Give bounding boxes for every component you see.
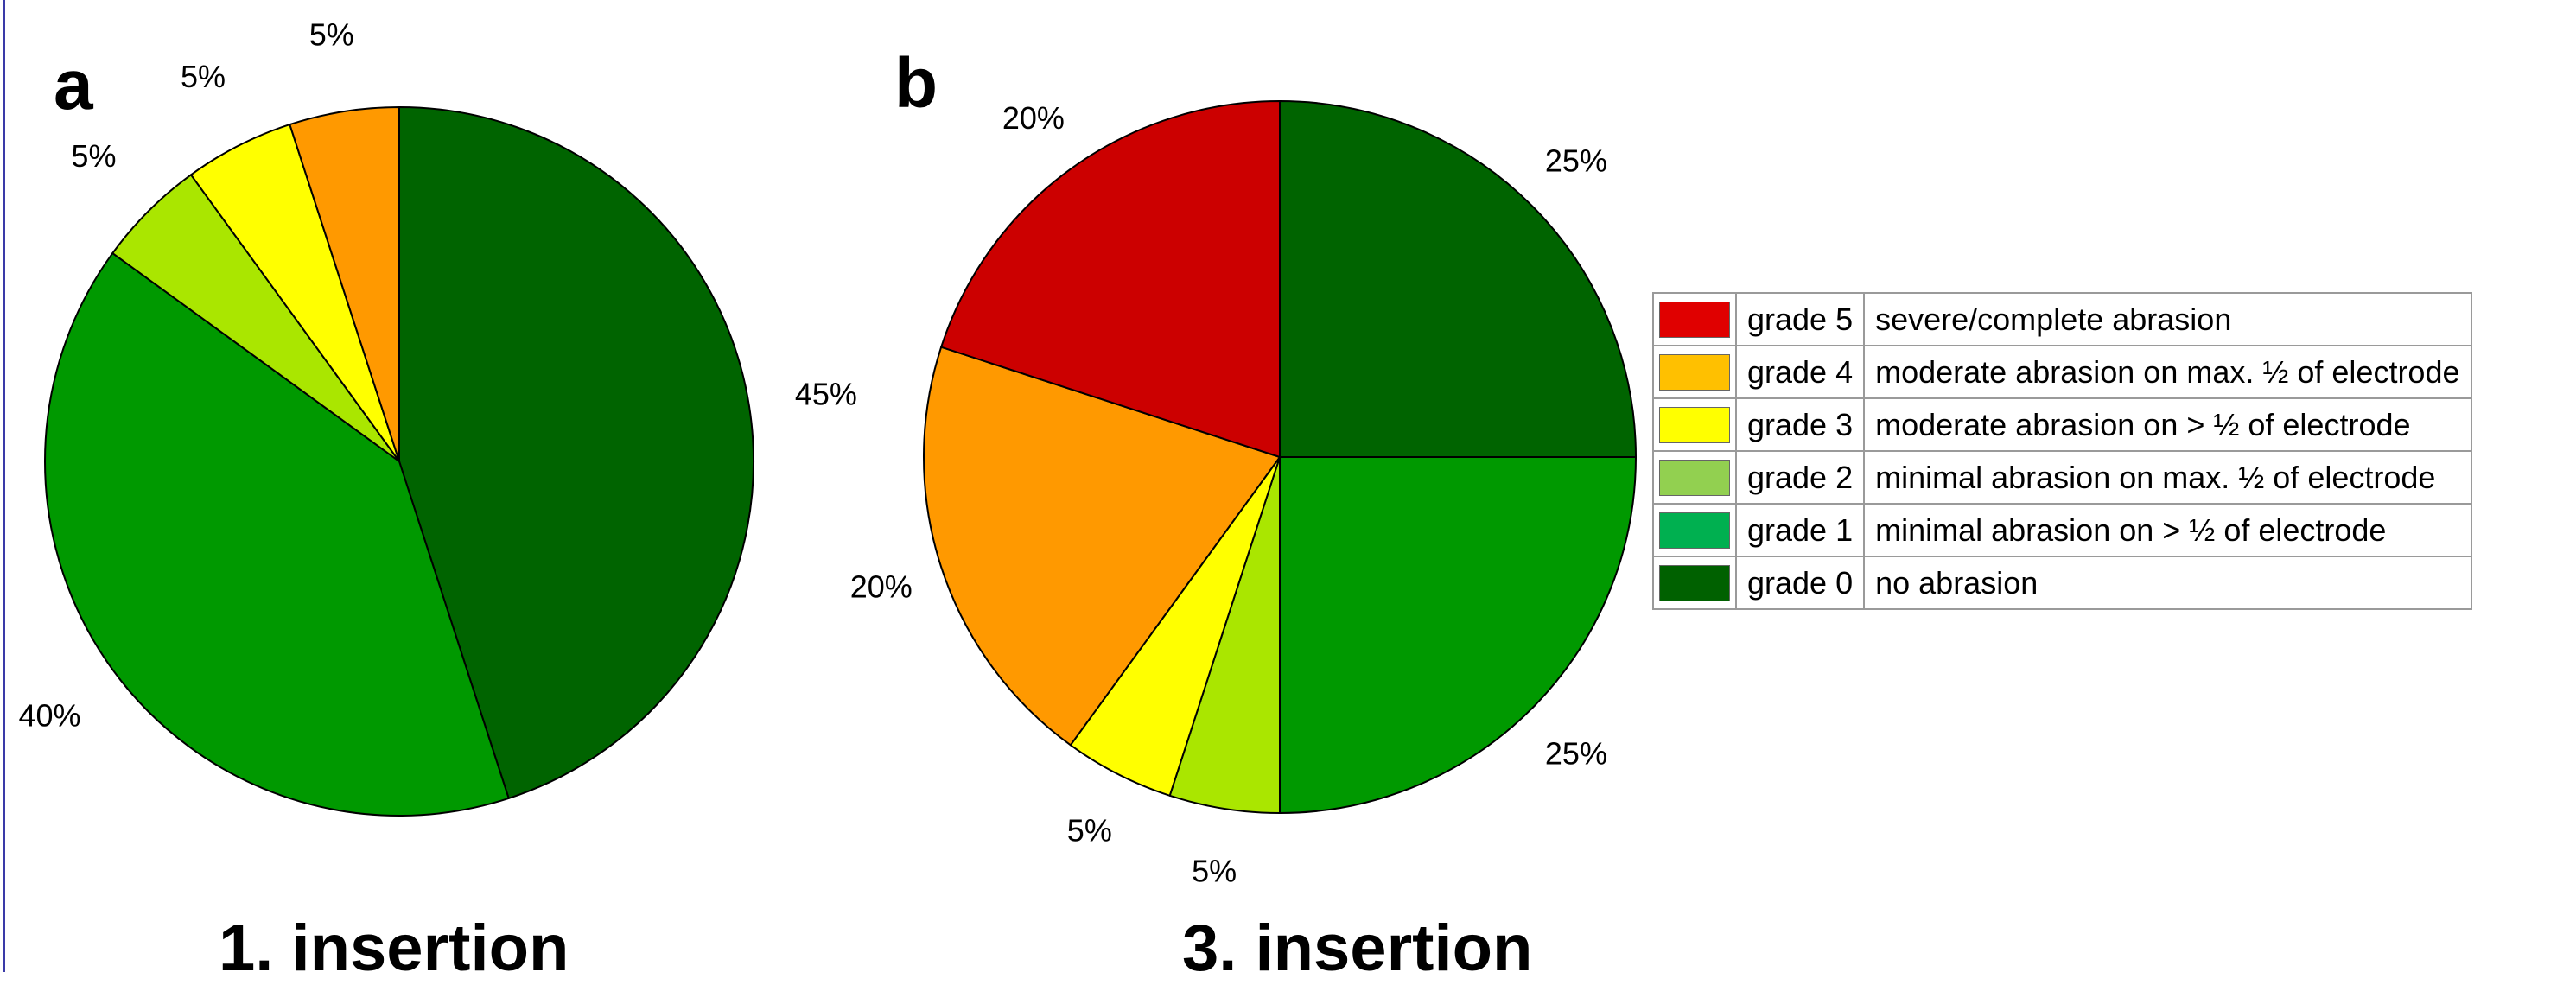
legend-description: moderate abrasion on max. ½ of electrode (1863, 345, 2472, 399)
legend-row: grade 5 severe/complete abrasion (1652, 292, 2472, 346)
legend-swatch-cell (1652, 556, 1737, 610)
legend-swatch (1659, 301, 1730, 338)
legend-row: grade 1 minimal abrasion on > ½ of electr… (1652, 503, 2472, 557)
legend-description: minimal abrasion on max. ½ of electrode (1863, 450, 2472, 505)
legend-description: no abrasion (1863, 556, 2472, 610)
legend-swatch (1659, 459, 1730, 496)
legend-swatch (1659, 406, 1730, 443)
pie-slice-grade-0 (398, 106, 754, 799)
panel-a-title: 1. insertion (219, 912, 569, 985)
slice-data-label: 45% (795, 376, 857, 411)
pie-slice-grade-1 (1279, 456, 1637, 814)
legend-row: grade 0 no abrasion (1652, 556, 2472, 610)
legend-description: moderate abrasion on > ½ of electrode (1863, 397, 2472, 452)
legend-swatch-cell (1652, 292, 1737, 346)
pie-slice-grade-4 (289, 106, 400, 462)
slice-data-label: 5% (1067, 813, 1112, 848)
slice-data-label: 5% (181, 59, 226, 94)
legend-row: grade 4 moderate abrasion on max. ½ of el… (1652, 345, 2472, 399)
legend-swatch (1659, 353, 1730, 391)
legend: grade 5 severe/complete abrasion grade 4 mo… (1652, 292, 2472, 610)
legend-swatch (1659, 512, 1730, 549)
panel-a-letter: a (54, 46, 93, 124)
slice-data-label: 5% (1192, 854, 1237, 889)
pie-slice-grade-5 (940, 100, 1281, 458)
legend-grade: grade 4 (1734, 345, 1866, 399)
slice-data-label: 20% (850, 569, 913, 604)
slice-data-label: 25% (1545, 143, 1607, 179)
legend-swatch-cell (1652, 397, 1737, 452)
slice-data-label: 20% (1002, 100, 1065, 136)
legend-row: grade 2 minimal abrasion on max. ½ of ele… (1652, 450, 2472, 505)
pie-chart-b: 25% 25% 5% 5% 20% 20% (850, 100, 1637, 889)
pie-chart-a: 45% 40% 5% 5% 5% (18, 17, 857, 817)
legend-grade: grade 0 (1734, 556, 1866, 610)
panel-b-letter: b (894, 44, 938, 123)
legend-swatch (1659, 564, 1730, 601)
legend-grade: grade 5 (1734, 292, 1866, 346)
left-border-line (3, 0, 5, 972)
panel-b-title: 3. insertion (1182, 912, 1533, 985)
legend-row: grade 3 moderate abrasion on > ½ of elect… (1652, 397, 2472, 452)
legend-grade: grade 2 (1734, 450, 1866, 505)
slice-data-label: 5% (71, 138, 116, 174)
legend-swatch-cell (1652, 345, 1737, 399)
legend-grade: grade 1 (1734, 503, 1866, 557)
slice-data-label: 40% (18, 697, 80, 733)
legend-swatch-cell (1652, 503, 1737, 557)
pie-slice-grade-0 (1279, 100, 1637, 458)
legend-description: minimal abrasion on > ½ of electrode (1863, 503, 2472, 557)
pie-slice-grade-4 (923, 346, 1281, 747)
slice-data-label: 5% (309, 17, 354, 53)
slice-data-label: 25% (1545, 735, 1607, 771)
pie-slice-grade-1 (44, 252, 510, 817)
legend-swatch-cell (1652, 450, 1737, 505)
legend-grade: grade 3 (1734, 397, 1866, 452)
legend-description: severe/complete abrasion (1863, 292, 2472, 346)
